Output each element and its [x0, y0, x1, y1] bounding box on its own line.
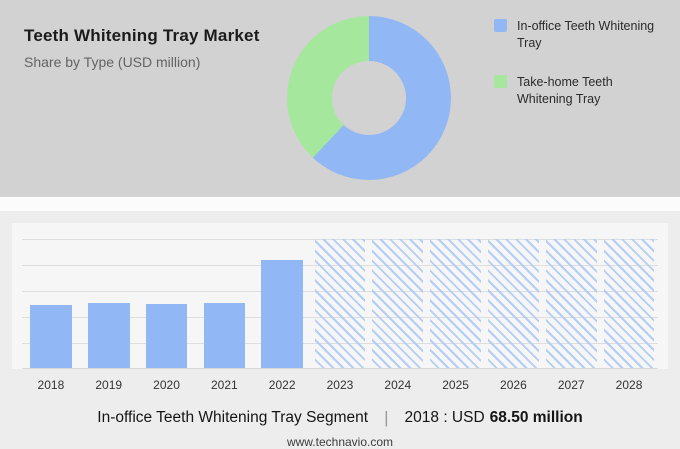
- bar-slot: [195, 239, 253, 368]
- bar-chart-card: [12, 223, 668, 369]
- x-axis-label: 2024: [384, 378, 412, 392]
- title-block: Teeth Whitening Tray Market Share by Typ…: [0, 0, 286, 70]
- x-axis: 2018 2019 2020 2021 2022 2023 2024 2025 2026 2027…: [12, 369, 668, 402]
- legend-swatch-blue: [494, 19, 507, 32]
- forecast-bar: [372, 239, 424, 368]
- caption-value: 2018 : USD 68.50 million: [405, 409, 583, 427]
- legend-label: In-office Teeth Whitening Tray: [517, 19, 655, 50]
- x-axis-label: 2025: [442, 378, 469, 392]
- section-divider: [0, 197, 680, 211]
- x-axis-label: 2026: [500, 378, 527, 392]
- forecast-bar: [314, 239, 366, 368]
- bar-slot: [80, 239, 138, 368]
- bar-slot: [427, 239, 485, 368]
- x-axis-label: 2027: [557, 378, 585, 392]
- bar-slot: [311, 239, 369, 368]
- chart-legend: In-office Teeth Whitening Tray Take-home…: [494, 0, 659, 108]
- bar-slot: [600, 239, 658, 368]
- legend-item-in-office: In-office Teeth Whitening Tray: [494, 18, 659, 52]
- legend-item-take-home: Take-home Teeth Whitening Tray: [494, 74, 659, 108]
- value-bar: [203, 303, 246, 368]
- x-axis-label: 2018: [37, 378, 65, 392]
- bar-slot: [253, 239, 311, 368]
- value-bar: [87, 303, 130, 368]
- caption-segment: In-office Teeth Whitening Tray Segment: [97, 409, 369, 426]
- forecast-bar: [545, 239, 597, 368]
- forecast-bar: [430, 239, 482, 368]
- caption-separator: |: [384, 408, 389, 427]
- legend-label: Take-home Teeth Whitening Tray: [517, 74, 613, 106]
- caption: In-office Teeth Whitening Tray Segment |…: [0, 408, 680, 428]
- value-bar: [145, 303, 188, 368]
- bar-slot: [22, 239, 80, 368]
- x-axis-label: 2020: [153, 378, 180, 392]
- forecast-bar: [603, 239, 655, 368]
- page-title: Teeth Whitening Tray Market: [24, 26, 260, 45]
- caption-prefix: 2018 : USD: [404, 409, 485, 426]
- x-axis-label: 2028: [615, 378, 643, 392]
- value-bar: [261, 260, 303, 368]
- donut-chart-wrap: [286, 0, 452, 180]
- donut-chart: [287, 16, 451, 180]
- x-axis-label: 2023: [326, 378, 354, 392]
- value-bar: [30, 304, 72, 368]
- caption-amount: 68.50 million: [489, 409, 583, 426]
- bar-slot: [542, 239, 600, 368]
- forecast-bar: [487, 239, 539, 368]
- bar-slot: [485, 239, 543, 368]
- x-axis-label: 2022: [268, 378, 296, 392]
- bar-slot: [138, 239, 196, 368]
- bar-slot: [369, 239, 427, 368]
- website-link[interactable]: www.technavio.com: [286, 435, 394, 449]
- x-axis-label: 2021: [210, 378, 238, 392]
- page-subtitle: Share by Type (USD million): [24, 54, 201, 70]
- legend-swatch-green: [494, 74, 507, 88]
- market-summary-section: Teeth Whitening Tray Market Share by Typ…: [0, 0, 680, 197]
- x-axis-label: 2019: [95, 378, 123, 392]
- bar-chart: [22, 239, 658, 369]
